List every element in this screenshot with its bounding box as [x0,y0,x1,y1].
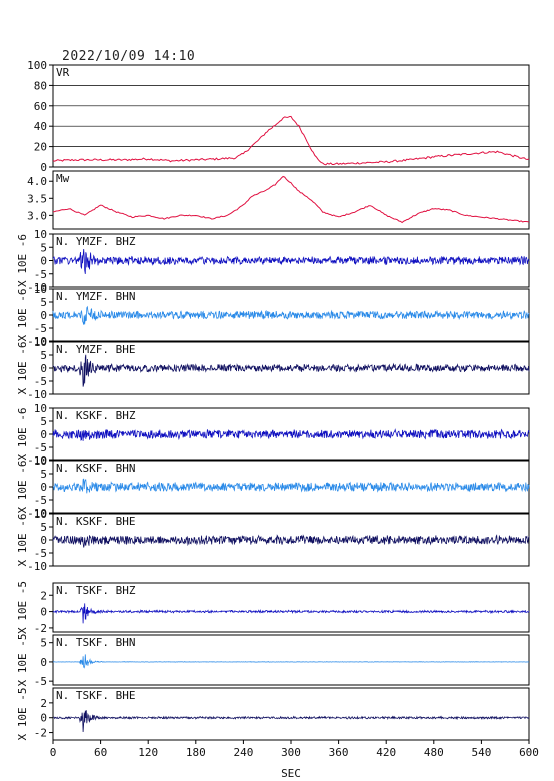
seismic-trace [52,305,530,325]
y-tick-label: 10 [34,402,47,415]
x-tick-label: 300 [281,746,301,759]
panel-frame [52,582,530,633]
y-tick-label: -5 [34,494,47,507]
panel-label: N. YMZF. BHE [56,343,135,356]
x-tick-label: 420 [376,746,396,759]
x-tick-label: 600 [519,746,539,759]
y-tick-label: -5 [34,547,47,560]
y-tick-label: -10 [27,281,47,294]
y-axis-scale-label: X 10E -6 [16,408,29,461]
series-line-vr [52,115,530,166]
y-axis-scale-label: X 10E -6 [16,461,29,514]
seismic-trace [52,534,530,548]
y-tick-label: 5 [40,296,47,309]
y-tick-label: -10 [27,560,47,573]
y-axis-scale-label: X 10E -5 [16,581,29,634]
y-tick-label: 10 [34,508,47,521]
y-tick-label: 3.5 [27,192,47,205]
panel-label: N. TSKF. BHE [56,689,135,702]
y-axis-scale-label: X 10E -5 [16,688,29,741]
y-tick-label: 0 [40,428,47,441]
y-tick-label: 5 [40,415,47,428]
y-tick-label: -5 [34,675,47,688]
y-tick-label: -10 [27,388,47,401]
y-tick-label: 60 [34,100,47,113]
y-tick-label: 2 [40,589,47,602]
x-tick-label: 120 [138,746,158,759]
y-tick-label: 10 [34,336,47,349]
panel-label: N. TSKF. BHZ [56,584,136,597]
y-tick-label: -5 [34,268,47,281]
seismic-trace [52,248,530,274]
x-tick-label: 180 [186,746,206,759]
y-tick-label: 10 [34,283,47,296]
y-tick-label: 20 [34,141,47,154]
x-tick-label: 480 [424,746,444,759]
y-axis-scale-label: X 10E -6 [16,514,29,567]
seismic-trace [52,603,530,624]
seismic-trace [52,428,530,441]
y-tick-label: 4.0 [27,175,47,188]
y-axis-scale-label: X 10E -6 [16,342,29,395]
y-tick-label: 5 [40,349,47,362]
x-tick-label: 60 [94,746,107,759]
panel-label: N. YMZF. BHN [56,290,135,303]
y-tick-label: -10 [27,454,47,467]
seismic-trace [52,710,530,733]
x-tick-label: 540 [471,746,491,759]
y-tick-label: 0 [40,656,47,669]
y-tick-label: 5 [40,468,47,481]
y-tick-label: -10 [27,507,47,520]
x-tick-label: 0 [50,746,57,759]
x-tick-label: 240 [233,746,253,759]
panel-label: N. KSKF. BHE [56,515,135,528]
seismic-trace [52,354,530,387]
x-axis-label: SEC [281,767,301,780]
y-tick-label: -2 [34,727,47,740]
y-tick-label: -5 [34,441,47,454]
y-tick-label: 5 [40,521,47,534]
x-tick-label: 360 [329,746,349,759]
y-axis-scale-label: X 10E -6 [16,289,29,342]
panel-label: Mw [56,172,70,185]
panel-label: N. KSKF. BHZ [56,409,136,422]
y-tick-label: -2 [34,622,47,635]
panel-label: VR [56,66,70,79]
y-tick-label: 10 [34,228,47,241]
y-tick-label: 0 [40,481,47,494]
y-tick-label: 0 [40,534,47,547]
y-tick-label: -5 [34,322,47,335]
panel-frame [52,170,530,230]
panel-frame [52,634,530,686]
y-tick-label: 0 [40,255,47,268]
y-tick-label: -5 [34,375,47,388]
y-tick-label: 80 [34,79,47,92]
y-tick-label: 0 [40,712,47,725]
y-tick-label: 0 [40,362,47,375]
panel-label: N. YMZF. BHZ [56,235,136,248]
seismic-trace [52,654,530,669]
y-tick-label: 0 [40,606,47,619]
series-line-mw [52,175,530,224]
plot-timestamp: 2022/10/09 14:10 [62,49,196,64]
y-tick-label: 100 [27,59,47,72]
seismic-trace [52,478,530,494]
y-axis-scale-label: X 10E -6 [16,234,29,287]
panel-label: N. TSKF. BHN [56,636,135,649]
y-tick-label: 3.0 [27,209,47,222]
y-axis-scale-label: X 10E -5 [16,634,29,687]
y-tick-label: 0 [40,161,47,174]
y-tick-label: 10 [34,455,47,468]
y-tick-label: 5 [40,637,47,650]
y-tick-label: 5 [40,241,47,254]
y-tick-label: -10 [27,335,47,348]
y-tick-label: 2 [40,697,47,710]
y-tick-label: 40 [34,120,47,133]
panel-label: N. KSKF. BHN [56,462,135,475]
y-tick-label: 0 [40,309,47,322]
